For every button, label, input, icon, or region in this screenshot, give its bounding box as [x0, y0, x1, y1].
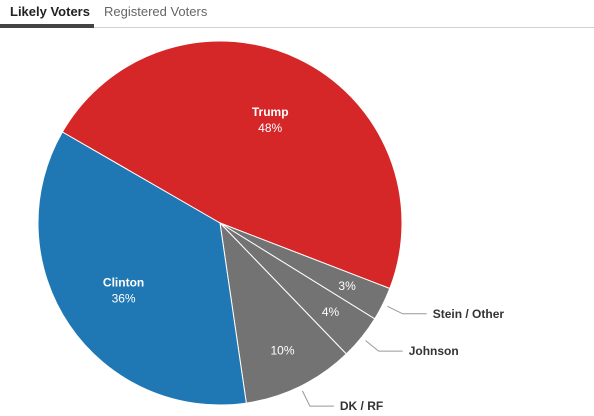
tab-registered-voters[interactable]: Registered Voters [104, 4, 208, 19]
pie-slice-dk-rf [219, 221, 348, 404]
slice-value-stein-other: 3% [338, 279, 356, 293]
tab-bar: Likely Voters Registered Voters [0, 0, 594, 28]
active-tab-indicator [0, 24, 94, 28]
pie-slice-trump [61, 40, 403, 290]
tab-likely-voters[interactable]: Likely Voters [10, 4, 90, 19]
tab-divider [0, 27, 594, 28]
slice-label-trump: Trump [252, 105, 289, 119]
leader-line-johnson [365, 340, 403, 352]
slice-value-clinton: 36% [112, 291, 136, 305]
leader-line-dk-rf [301, 390, 334, 407]
slice-value-trump: 48% [258, 121, 282, 135]
slice-label-johnson: Johnson [409, 344, 459, 358]
pie-slice-clinton [37, 131, 247, 406]
slice-label-clinton: Clinton [103, 275, 144, 289]
slice-value-dk-rf: 10% [270, 343, 294, 357]
slice-label-dk-rf: DK / RF [340, 399, 383, 413]
slice-value-johnson: 4% [322, 305, 340, 319]
leader-line-stein-other [387, 305, 427, 315]
slice-label-stein-other: Stein / Other [433, 307, 505, 321]
